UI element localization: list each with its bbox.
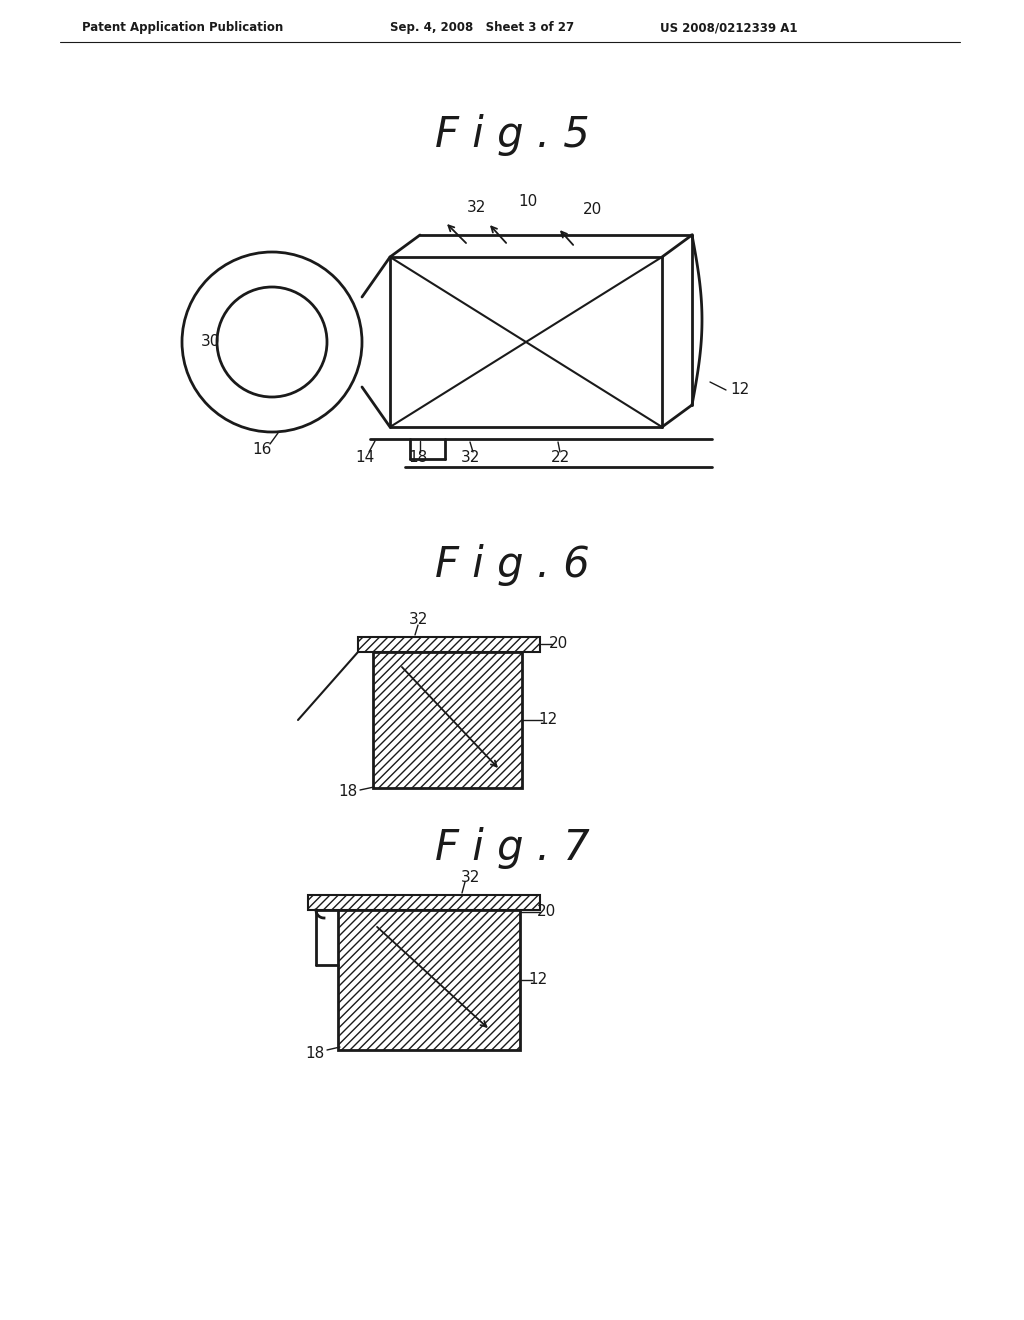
Bar [373,652,522,788]
Bar [338,909,520,1049]
Circle shape [182,252,362,432]
Text: F i g . 7: F i g . 7 [434,828,590,869]
Bar [308,895,540,909]
Text: 16: 16 [252,442,271,458]
Text: 10: 10 [518,194,538,210]
Text: 30: 30 [201,334,220,350]
Text: 12: 12 [528,973,548,987]
Text: US 2008/0212339 A1: US 2008/0212339 A1 [660,21,798,34]
Text: Patent Application Publication: Patent Application Publication [82,21,284,34]
Text: 20: 20 [537,904,556,920]
Text: F i g . 6: F i g . 6 [434,544,590,586]
Text: 32: 32 [461,870,479,884]
Text: 32: 32 [461,450,479,466]
Text: F i g . 5: F i g . 5 [434,114,590,156]
Text: 18: 18 [339,784,358,800]
Text: Sep. 4, 2008   Sheet 3 of 27: Sep. 4, 2008 Sheet 3 of 27 [390,21,574,34]
Text: 12: 12 [539,713,558,727]
Text: 20: 20 [583,202,602,218]
Text: 18: 18 [306,1045,325,1060]
Circle shape [217,286,327,397]
Text: 22: 22 [550,450,569,466]
Text: 20: 20 [549,636,567,652]
Text: 32: 32 [466,201,485,215]
Text: 18: 18 [409,450,428,466]
Bar [358,638,540,652]
Text: 14: 14 [355,450,375,466]
Text: 32: 32 [409,612,428,627]
Text: 12: 12 [730,383,750,397]
